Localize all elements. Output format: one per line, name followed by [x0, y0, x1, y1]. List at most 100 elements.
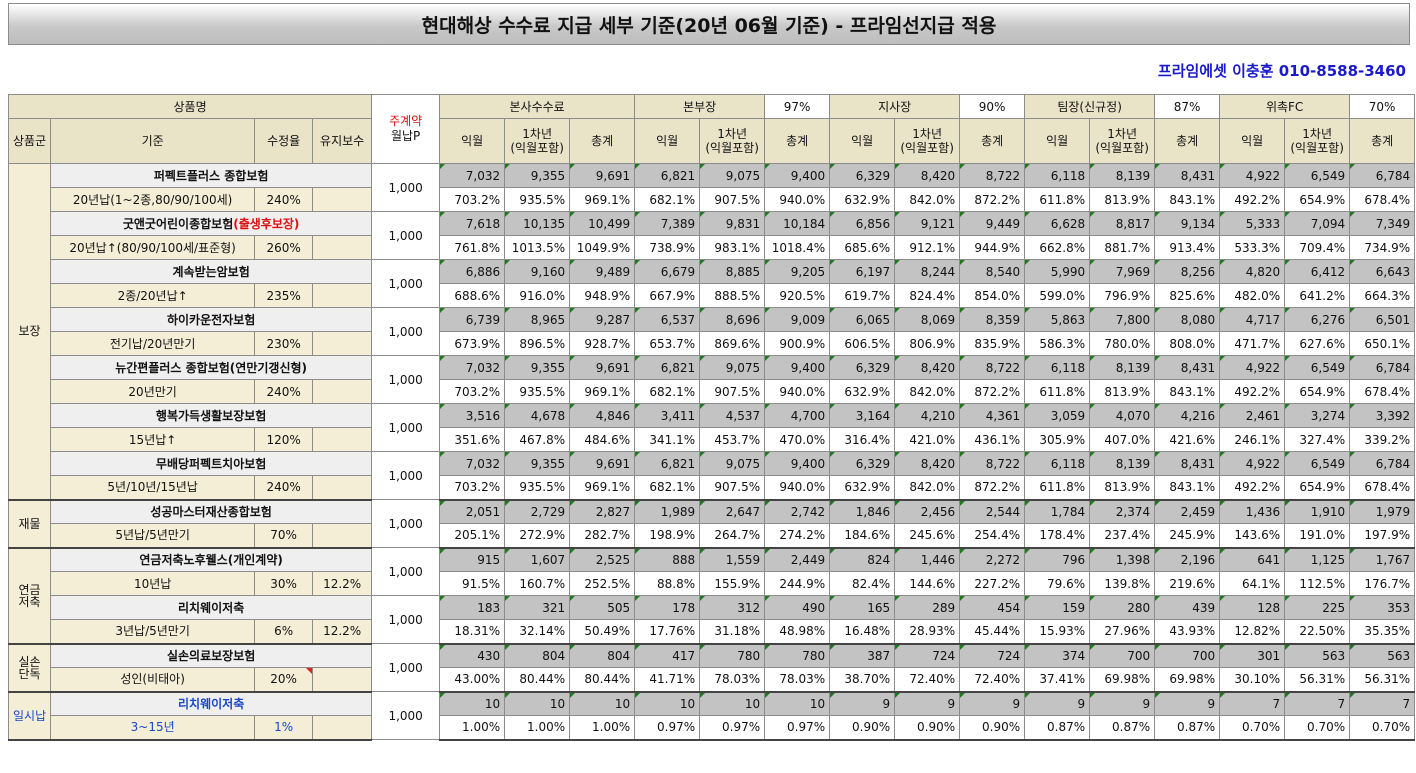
- commission-percent: 176.7%: [1349, 571, 1416, 596]
- header-group: 상품군: [7, 118, 52, 164]
- commission-percent: 244.9%: [764, 571, 831, 596]
- header-contract-line1: 주계약: [389, 114, 423, 128]
- commission-amount: 2,196: [1154, 547, 1221, 572]
- commission-amount: 7,032: [439, 355, 506, 380]
- commission-amount: 9,205: [764, 259, 831, 284]
- product-name-text: 굿앤굿어린이종합보험: [122, 216, 234, 231]
- commission-amount: 8,722: [959, 163, 1026, 188]
- header-rate: 수정율: [254, 118, 314, 164]
- commission-percent: 1.00%: [569, 715, 636, 741]
- commission-amount: 7,389: [634, 211, 701, 236]
- commission-amount: 128: [1219, 595, 1286, 620]
- commission-amount: 2,544: [959, 499, 1026, 524]
- commission-percent: 72.40%: [959, 667, 1026, 693]
- commission-amount: 10: [439, 691, 506, 716]
- commission-amount: 6,739: [439, 307, 506, 332]
- commission-percent: 632.9%: [829, 475, 896, 501]
- commission-percent: 470.0%: [764, 427, 831, 452]
- commission-amount: 312: [699, 595, 766, 620]
- commission-amount: 4,717: [1219, 307, 1286, 332]
- commission-percent: 17.76%: [634, 619, 701, 645]
- table-row: 5년/10년/15년납 240% 703.2% 935.5% 969.1% 682.1% 9…: [9, 475, 1416, 501]
- commission-amount: 6,856: [829, 211, 896, 236]
- commission-amount: 563: [1284, 643, 1351, 668]
- commission-percent: 0.70%: [1219, 715, 1286, 741]
- commission-amount: 1,398: [1089, 547, 1156, 572]
- commission-amount: 10,184: [764, 211, 831, 236]
- subheader-year-line2: (익월포함): [1290, 141, 1344, 155]
- table-row: 행복가득생활보장보험 1,000 3,516 4,678 4,846 3,411 4,537…: [9, 403, 1416, 452]
- commission-amount: 2,459: [1154, 499, 1221, 524]
- commission-amount: 9: [1154, 691, 1221, 716]
- commission-percent: 881.7%: [1089, 235, 1156, 260]
- commission-amount: 6,549: [1284, 355, 1351, 380]
- maintenance-cell: 12.2%: [312, 619, 373, 645]
- commission-percent: 79.6%: [1024, 571, 1091, 596]
- commission-percent: 0.70%: [1349, 715, 1416, 741]
- rate-cell: 70%: [254, 523, 314, 549]
- product-name-text: 하이카운전자보험: [166, 312, 256, 327]
- product-name: 무배당퍼펙트치아보험: [50, 451, 373, 476]
- commission-percent: 184.6%: [829, 523, 896, 549]
- commission-amount: 1,979: [1349, 499, 1416, 524]
- commission-amount: 9,400: [764, 355, 831, 380]
- commission-percent: 780.0%: [1089, 331, 1156, 356]
- monthly-premium: 1,000: [371, 355, 441, 404]
- commission-percent: 1013.5%: [504, 235, 571, 260]
- product-name: 퍼펙트플러스 종합보험: [50, 163, 373, 188]
- commission-percent: 0.87%: [1089, 715, 1156, 741]
- group-label-text: 저축: [18, 594, 41, 609]
- product-name-text: 성공마스터재산종합보험: [150, 504, 272, 519]
- group-label-text: 단독: [18, 666, 41, 681]
- commission-amount: 5,990: [1024, 259, 1091, 284]
- product-name-text: 무배당퍼펙트치아보험: [155, 456, 267, 471]
- commission-amount: 6,276: [1284, 307, 1351, 332]
- commission-amount: 9,134: [1154, 211, 1221, 236]
- commission-amount: 3,411: [634, 403, 701, 428]
- product-name: 연금저축노후웰스(개인계약): [50, 547, 373, 572]
- monthly-premium: 1,000: [371, 499, 441, 548]
- commission-amount: 700: [1089, 643, 1156, 668]
- commission-percent: 305.9%: [1024, 427, 1091, 452]
- commission-amount: 6,821: [634, 451, 701, 476]
- commission-amount: 3,274: [1284, 403, 1351, 428]
- commission-percent: 650.1%: [1349, 331, 1416, 356]
- commission-amount: 2,272: [959, 547, 1026, 572]
- commission-amount: 6,118: [1024, 355, 1091, 380]
- subheader-year: 1차년 (익월포함): [1284, 118, 1351, 164]
- commission-amount: 9,355: [504, 451, 571, 476]
- commission-amount: 6,784: [1349, 451, 1416, 476]
- commission-percent: 341.1%: [634, 427, 701, 452]
- header-section-3: 팀장(신규정): [1024, 94, 1156, 119]
- contact-info: 프라임에셋 이충훈 010-8588-3460: [1157, 62, 1406, 80]
- rate-cell: 260%: [254, 235, 314, 260]
- commission-amount: 10,135: [504, 211, 571, 236]
- header-contract-line2: 월납P: [390, 129, 421, 143]
- commission-amount: 7,032: [439, 163, 506, 188]
- commission-amount: 8,139: [1089, 163, 1156, 188]
- subheader-month: 익월: [1024, 118, 1091, 164]
- product-name-text: 연금저축노후웰스(개인계약): [139, 552, 283, 567]
- commission-percent: 969.1%: [569, 187, 636, 212]
- commission-percent: 35.35%: [1349, 619, 1416, 645]
- commission-amount: 9,287: [569, 307, 636, 332]
- commission-amount: 6,643: [1349, 259, 1416, 284]
- maintenance-cell: [312, 475, 373, 501]
- product-name-text: 실손의료보장보험: [166, 648, 256, 663]
- commission-percent: 191.0%: [1284, 523, 1351, 549]
- rate-cell: 6%: [254, 619, 314, 645]
- table-row: 계속받는암보험 1,000 6,886 9,160 9,489 6,679 8,885 9,2…: [9, 259, 1416, 308]
- header-section-4-pct: 70%: [1349, 94, 1416, 119]
- commission-percent: 969.1%: [569, 379, 636, 404]
- commission-amount: 4,922: [1219, 163, 1286, 188]
- product-name-text: 리치웨이저축: [178, 600, 245, 615]
- group-label-text: 보장: [18, 324, 41, 339]
- commission-percent: 43.00%: [439, 667, 506, 693]
- commission-percent: 806.9%: [894, 331, 961, 356]
- subheader-month: 익월: [829, 118, 896, 164]
- commission-amount: 6,549: [1284, 451, 1351, 476]
- group-label: 보장: [7, 163, 52, 501]
- commission-amount: 8,420: [894, 163, 961, 188]
- table-row: 15년납↑ 120% 351.6% 467.8% 484.6% 341.1% 453.7% 4…: [9, 427, 1416, 452]
- commission-amount: 888: [634, 547, 701, 572]
